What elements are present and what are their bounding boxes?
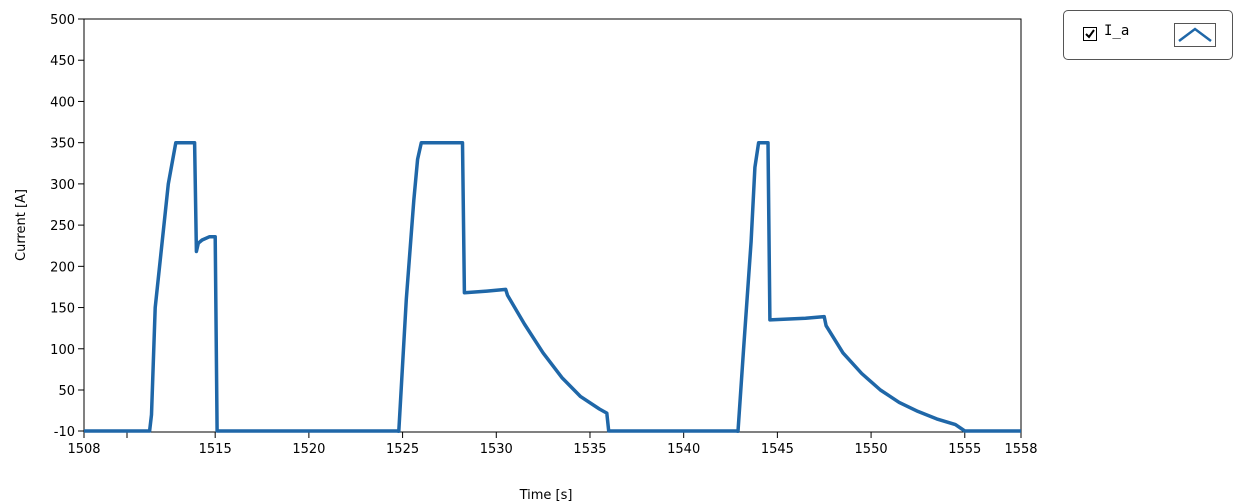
plot-area (83, 18, 1022, 433)
x-tick-label: 1555 (948, 442, 981, 457)
y-tick-label: 200 (50, 260, 75, 275)
x-tick-label: 1550 (855, 442, 888, 457)
legend: I_a (1063, 10, 1233, 60)
x-tick-label: 1535 (573, 442, 606, 457)
legend-series-label: I_a (1104, 23, 1130, 39)
x-tick-label: 1525 (386, 442, 419, 457)
x-tick-label: 1530 (480, 442, 513, 457)
checkmark-icon (1085, 29, 1095, 39)
y-tick-label: 300 (50, 178, 75, 193)
y-tick-label: 150 (50, 302, 75, 317)
x-axis-title: Time [s] (519, 488, 573, 503)
y-tick-label: 50 (58, 384, 75, 399)
x-tick-label: 1558 (1004, 442, 1037, 457)
line-style-icon (1178, 27, 1212, 42)
y-tick-label: 350 (50, 137, 75, 152)
series-line-i_a (84, 140, 1021, 433)
legend-plot-style-swatch[interactable] (1174, 23, 1216, 47)
y-tick-label: 100 (50, 343, 75, 358)
legend-visibility-checkbox[interactable] (1083, 27, 1097, 41)
x-tick-label: 1545 (761, 442, 794, 457)
x-axis-ticks: 1508 1515 1520 1525 1530 1535 1540 1545 1550 1555… (67, 432, 1038, 457)
y-tick-label: 250 (50, 219, 75, 234)
y-axis-ticks: -10 50 100 150 200 250 300 350 400 450 500 (50, 13, 84, 440)
x-tick-label: 1515 (199, 442, 232, 457)
y-axis-title: Current [A] (14, 189, 29, 261)
x-tick-label: 1540 (667, 442, 700, 457)
y-tick-label: -10 (54, 425, 75, 440)
x-tick-label: 1520 (292, 442, 325, 457)
y-tick-label: 400 (50, 95, 75, 110)
x-tick-label: 1508 (67, 442, 100, 457)
y-tick-label: 450 (50, 54, 75, 69)
y-tick-label: 500 (50, 13, 75, 28)
